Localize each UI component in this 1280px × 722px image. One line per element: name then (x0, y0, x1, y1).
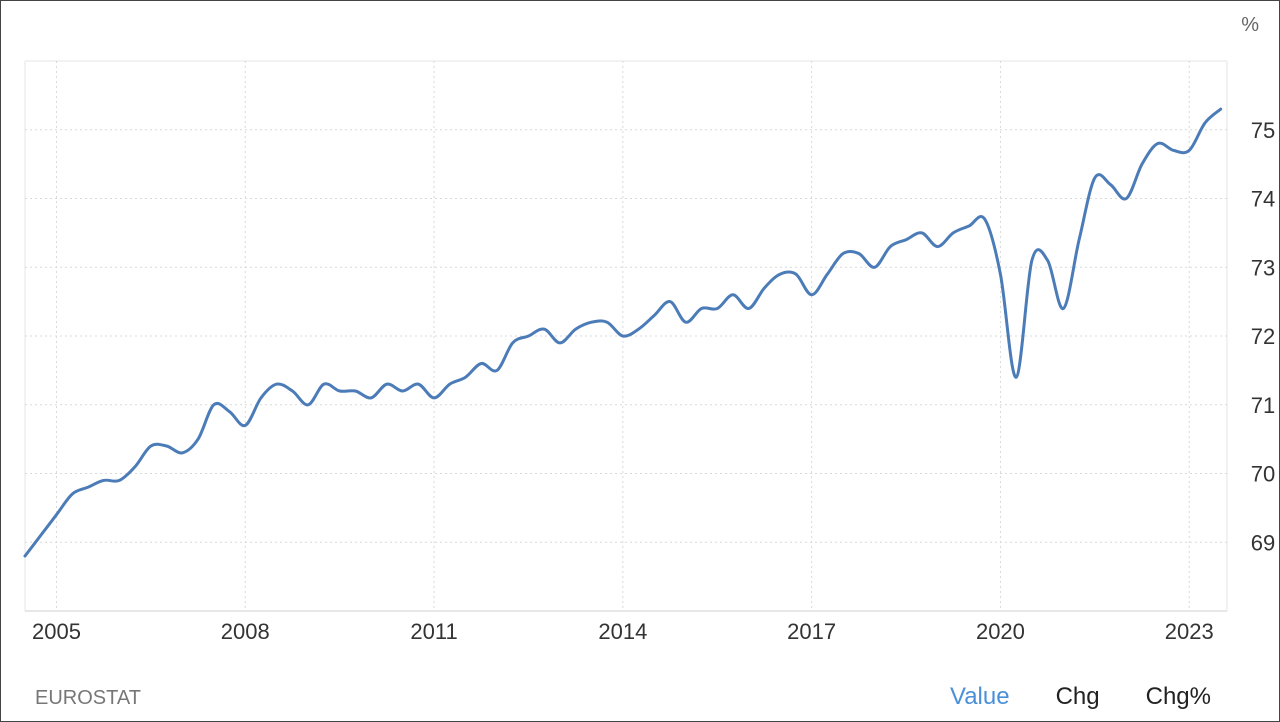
y-tick-label: 72 (1251, 324, 1275, 349)
y-unit-label: % (1241, 14, 1259, 36)
tab-chg-percent[interactable]: Chg% (1145, 683, 1211, 710)
series-layer (23, 107, 1223, 558)
y-tick-label: 75 (1251, 118, 1275, 143)
x-tick-label: 2011 (410, 619, 457, 644)
tab-value[interactable]: Value (949, 683, 1010, 710)
tab-chg[interactable]: Chg (1055, 683, 1100, 710)
x-tick-label: 2014 (598, 619, 647, 644)
y-tick-label: 73 (1251, 255, 1275, 280)
y-tick-label: 71 (1251, 393, 1275, 418)
x-tick-label: 2008 (221, 619, 270, 644)
y-tick-label: 70 (1251, 462, 1275, 487)
x-axis: 2005 2008 2011 2014 2017 2020 2023 (32, 619, 1214, 644)
x-tick-label: 2005 (32, 619, 81, 644)
y-axis: 69 70 71 72 73 74 75 (1251, 118, 1275, 556)
series-line-0[interactable] (23, 107, 1223, 558)
x-tick-label: 2017 (787, 619, 836, 644)
x-tick-label: 2023 (1165, 619, 1214, 644)
y-tick-label: 74 (1251, 187, 1275, 212)
view-tabs: Value Chg Chg% (950, 683, 1211, 711)
y-tick-label: 69 (1251, 530, 1275, 555)
source-label: EUROSTAT (35, 687, 141, 709)
x-tick-label: 2020 (976, 619, 1025, 644)
